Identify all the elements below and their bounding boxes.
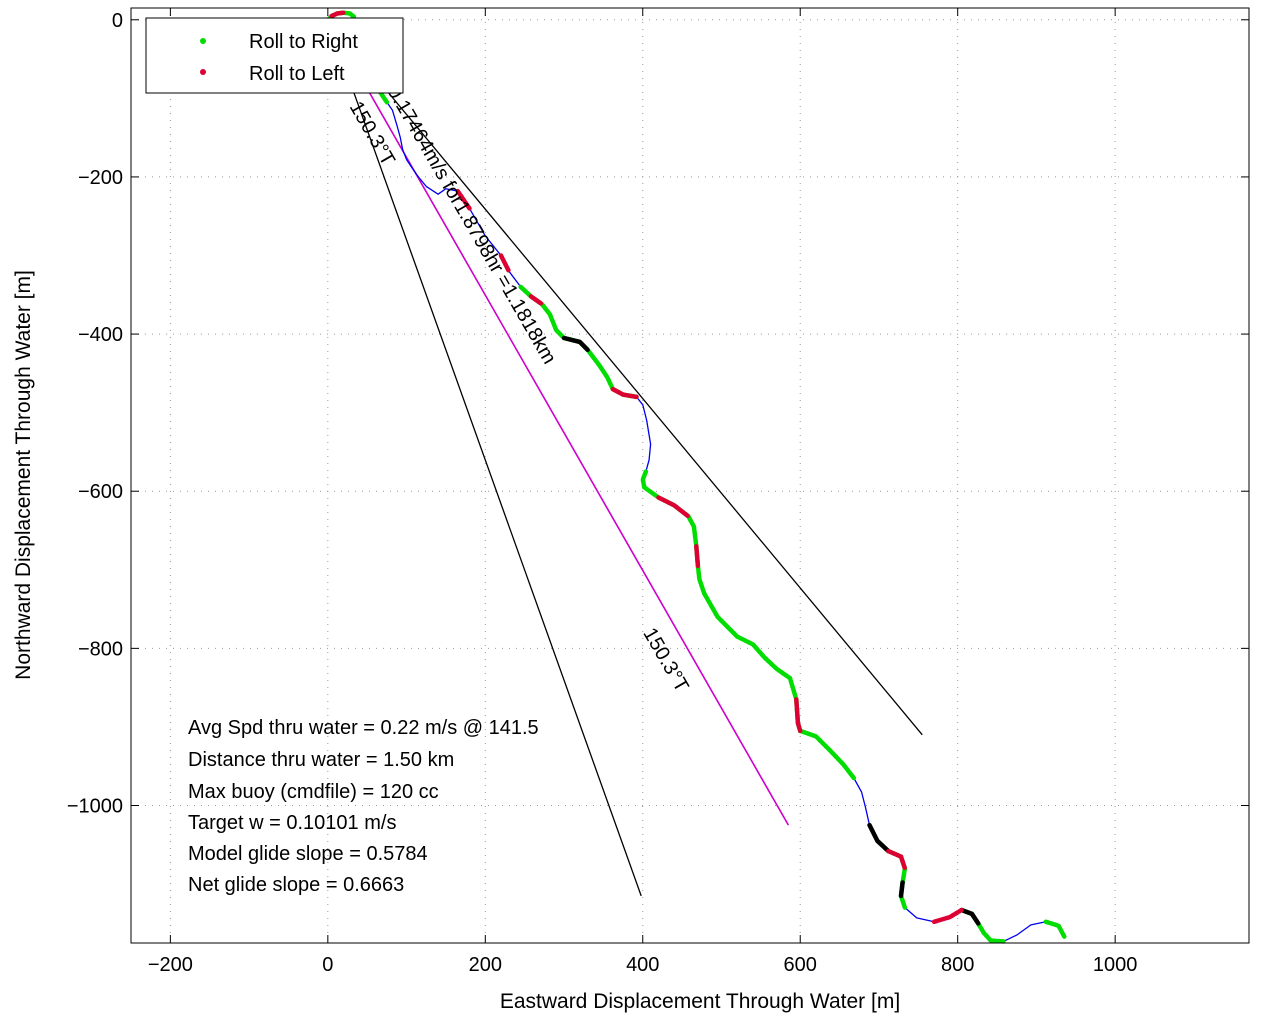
x-tick-label: 1000: [1093, 954, 1138, 976]
note-distance: Distance thru water = 1.50 km: [188, 749, 454, 771]
black-segment: [867, 822, 891, 854]
legend-label-roll-left: Roll to Left: [249, 63, 345, 85]
axes: [130, 7, 1250, 944]
legend-marker-roll-left: [200, 69, 206, 75]
x-tick-label: −200: [148, 954, 193, 976]
black-segment: [898, 880, 905, 899]
y-tick-label: −600: [78, 481, 123, 503]
y-tick-label: 0: [112, 10, 123, 32]
axes-frame: [130, 7, 1250, 944]
x-tick-label: 600: [784, 954, 817, 976]
note-avg-speed: Avg Spd thru water = 0.22 m/s @ 141.5: [188, 717, 539, 739]
roll-left-segment: [498, 253, 512, 274]
x-tick-label: 200: [469, 954, 502, 976]
note-target-w: Target w = 0.10101 m/s: [188, 812, 396, 834]
y-tick-label: −400: [78, 324, 123, 346]
legend-box: [145, 17, 404, 94]
y-tick-label: −800: [78, 638, 123, 660]
x-tick-label: 0: [322, 954, 333, 976]
grid: [131, 8, 1249, 943]
roll-left-segment: [455, 188, 472, 211]
legend-label-roll-right: Roll to Right: [249, 31, 358, 53]
legend: Roll to Right Roll to Left: [145, 17, 404, 94]
y-tick-label: −200: [78, 167, 123, 189]
tick-labels: −200 0 200 400 600 800 1000 0 −200 −400 −600 −800 −1…: [67, 10, 1138, 976]
roll-left-segment: [610, 386, 639, 400]
roll-left-segment: [329, 10, 346, 19]
roll-left-segment: [886, 848, 908, 871]
roll-left-segment: [794, 697, 803, 734]
black-segment: [959, 907, 981, 926]
cone-line: [327, 19, 923, 736]
x-tick-label: 800: [941, 954, 974, 976]
legend-marker-roll-right: [200, 38, 206, 44]
roll-right-segment: [1043, 919, 1068, 940]
cone-line: [327, 19, 642, 897]
roll-left-segment: [694, 543, 701, 569]
roll-left-segment: [656, 495, 691, 519]
note-model-glide-slope: Model glide slope = 0.5784: [188, 843, 428, 865]
note-max-buoy: Max buoy (cmdfile) = 120 cc: [188, 781, 439, 803]
roll-left-segment: [528, 294, 545, 307]
note-net-glide-slope: Net glide slope = 0.6663: [188, 874, 404, 896]
x-tick-label: 400: [626, 954, 659, 976]
x-axis-title: Eastward Displacement Through Water [m]: [500, 990, 900, 1013]
y-axis-title: Northward Displacement Through Water [m]: [12, 270, 35, 680]
roll-left-segment: [931, 907, 964, 925]
roll-markers: [325, 10, 1068, 944]
text-notes: Avg Spd thru water = 0.22 m/s @ 141.5 Di…: [188, 717, 539, 896]
y-tick-label: −1000: [67, 796, 123, 818]
black-segment: [561, 335, 590, 353]
